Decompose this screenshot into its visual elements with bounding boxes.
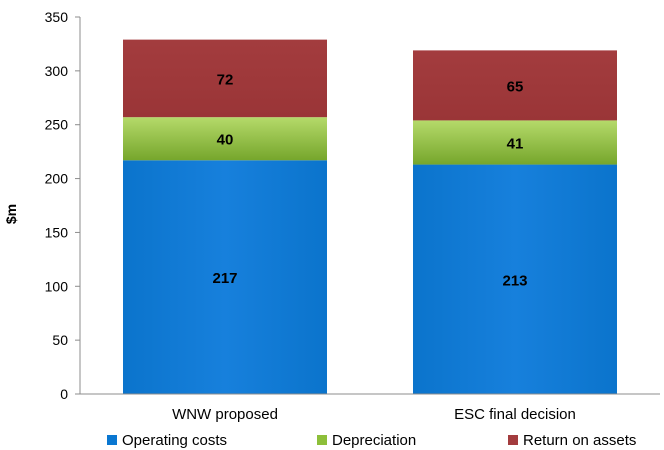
y-tick-label: 0 <box>60 386 68 402</box>
y-tick-label: 250 <box>45 117 69 133</box>
legend-swatch <box>107 435 117 445</box>
legend-label: Return on assets <box>523 432 636 449</box>
y-tick-label: 150 <box>45 224 69 240</box>
legend-swatch <box>317 435 327 445</box>
category-label: ESC final decision <box>454 406 576 423</box>
legend: Operating costs Depreciation Return on ass… <box>107 432 636 449</box>
bar-segment <box>123 39 327 118</box>
bar-segment <box>413 50 617 121</box>
data-label: 65 <box>507 78 524 95</box>
legend-label: Depreciation <box>332 432 416 449</box>
bars: 217 40 72 213 41 65 <box>123 39 617 394</box>
legend-label: Operating costs <box>122 432 227 449</box>
bar-segment <box>123 160 327 394</box>
data-label: 40 <box>217 132 234 149</box>
y-axis-ticks: 0 50 100 150 200 250 300 350 <box>45 9 80 402</box>
axes <box>79 17 660 395</box>
data-label: 217 <box>212 270 237 287</box>
data-label: 72 <box>217 71 234 88</box>
data-label: 213 <box>502 272 527 289</box>
category-label: WNW proposed <box>172 406 278 423</box>
y-tick-label: 100 <box>45 278 69 294</box>
bar-segment <box>123 117 327 161</box>
y-tick-label: 200 <box>45 171 69 187</box>
y-tick-label: 50 <box>52 332 68 348</box>
y-tick-label: 350 <box>45 9 69 25</box>
category-labels: WNW proposed ESC final decision <box>172 406 576 423</box>
y-axis-label: $m <box>3 204 19 224</box>
data-label: 41 <box>507 135 524 152</box>
bar-segment <box>413 120 617 165</box>
y-tick-label: 300 <box>45 63 69 79</box>
bar-segment <box>413 164 617 394</box>
legend-swatch <box>508 435 518 445</box>
